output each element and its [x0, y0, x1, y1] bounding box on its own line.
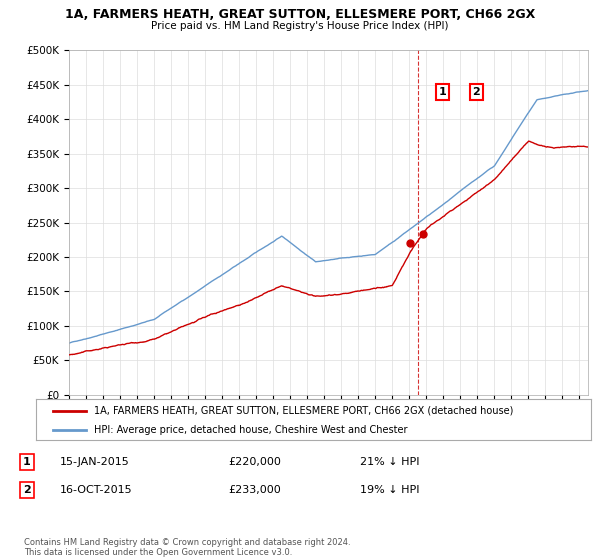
Text: HPI: Average price, detached house, Cheshire West and Chester: HPI: Average price, detached house, Ches… [94, 424, 408, 435]
Text: Price paid vs. HM Land Registry's House Price Index (HPI): Price paid vs. HM Land Registry's House … [151, 21, 449, 31]
Text: 1A, FARMERS HEATH, GREAT SUTTON, ELLESMERE PORT, CH66 2GX (detached house): 1A, FARMERS HEATH, GREAT SUTTON, ELLESME… [94, 405, 514, 416]
Text: 16-OCT-2015: 16-OCT-2015 [60, 485, 133, 495]
Text: 2: 2 [23, 485, 31, 495]
Text: 15-JAN-2015: 15-JAN-2015 [60, 457, 130, 467]
Text: 19% ↓ HPI: 19% ↓ HPI [360, 485, 419, 495]
Text: £220,000: £220,000 [228, 457, 281, 467]
Text: 21% ↓ HPI: 21% ↓ HPI [360, 457, 419, 467]
Text: Contains HM Land Registry data © Crown copyright and database right 2024.
This d: Contains HM Land Registry data © Crown c… [24, 538, 350, 557]
Text: 1: 1 [439, 87, 446, 97]
Text: 1: 1 [23, 457, 31, 467]
Text: 2: 2 [473, 87, 480, 97]
Text: 1A, FARMERS HEATH, GREAT SUTTON, ELLESMERE PORT, CH66 2GX: 1A, FARMERS HEATH, GREAT SUTTON, ELLESME… [65, 8, 535, 21]
Text: £233,000: £233,000 [228, 485, 281, 495]
